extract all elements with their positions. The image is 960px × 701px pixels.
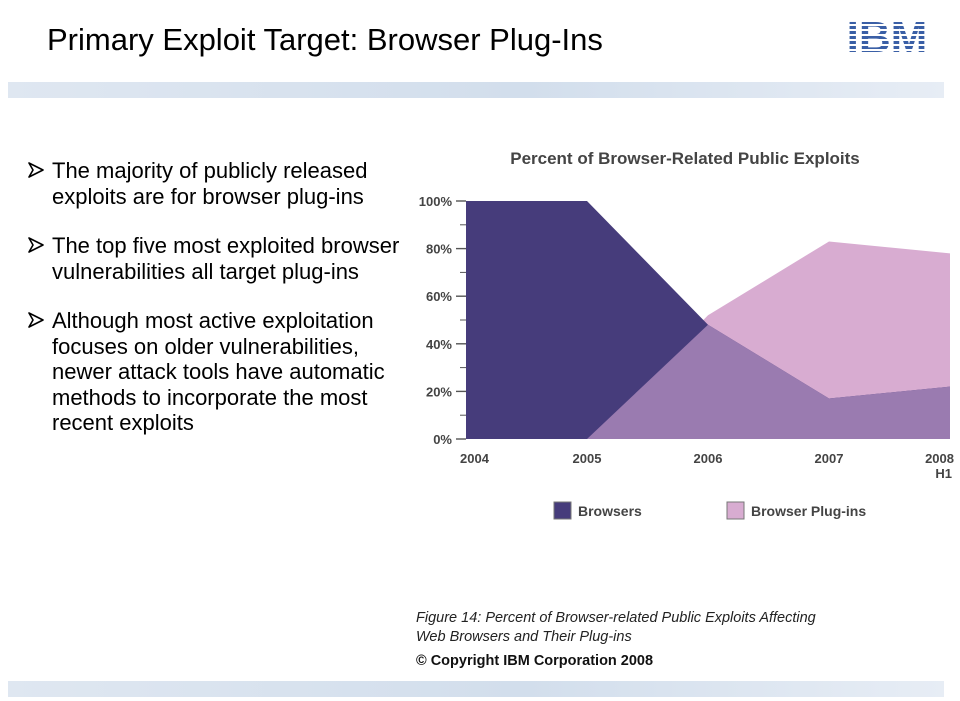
x-tick-sublabel: H1 — [935, 466, 952, 481]
legend-label-browser-plugins: Browser Plug-ins — [751, 503, 866, 519]
bullet-text: Although most active exploitation focuse… — [52, 308, 385, 435]
y-tick-label: 80% — [426, 242, 452, 257]
y-tick-label: 0% — [433, 432, 452, 447]
bullet-item: The majority of publicly released exploi… — [26, 158, 401, 209]
title-rule — [8, 82, 944, 98]
ibm-logo: IBM — [847, 16, 928, 62]
x-tick-label: 2005 — [573, 451, 602, 466]
footer-rule — [8, 681, 944, 697]
bullet-text: The majority of publicly released exploi… — [52, 158, 368, 209]
arrow-bullet-icon — [28, 312, 44, 328]
legend-label-browsers: Browsers — [578, 503, 642, 519]
figure-caption: Figure 14: Percent of Browser-related Pu… — [416, 609, 816, 647]
bullet-list: The majority of publicly released exploi… — [26, 158, 401, 460]
y-tick-label: 20% — [426, 384, 452, 399]
legend-swatch-browser-plugins — [726, 501, 745, 520]
y-tick-label: 60% — [426, 289, 452, 304]
series-overlap-area — [466, 324, 950, 439]
series-area-browsers — [466, 201, 950, 439]
y-tick-label: 40% — [426, 337, 452, 352]
caption-line: Figure 14: Percent of Browser-related Pu… — [416, 610, 816, 626]
y-tick-label: 100% — [419, 194, 453, 209]
x-tick-label: 2008 — [925, 451, 954, 466]
bullet-item: The top five most exploited browser vuln… — [26, 233, 401, 284]
arrow-bullet-icon — [28, 162, 44, 178]
x-tick-label: 2006 — [694, 451, 723, 466]
bullet-text: The top five most exploited browser vuln… — [52, 233, 400, 284]
chart-title: Percent of Browser-Related Public Exploi… — [510, 149, 860, 168]
x-tick-label: 2004 — [460, 451, 490, 466]
arrow-bullet-icon — [28, 237, 44, 253]
copyright-notice: © Copyright IBM Corporation 2008 — [416, 653, 654, 669]
slide-title: Primary Exploit Target: Browser Plug-Ins — [47, 22, 603, 57]
logo-text: IBM — [847, 16, 928, 62]
legend-swatch-browsers — [553, 501, 572, 520]
caption-line: Web Browsers and Their Plug-ins — [416, 629, 632, 645]
x-tick-label: 2007 — [815, 451, 844, 466]
area-chart: Percent of Browser-Related Public Exploi… — [419, 149, 954, 520]
bullet-item: Although most active exploitation focuse… — [26, 308, 401, 436]
